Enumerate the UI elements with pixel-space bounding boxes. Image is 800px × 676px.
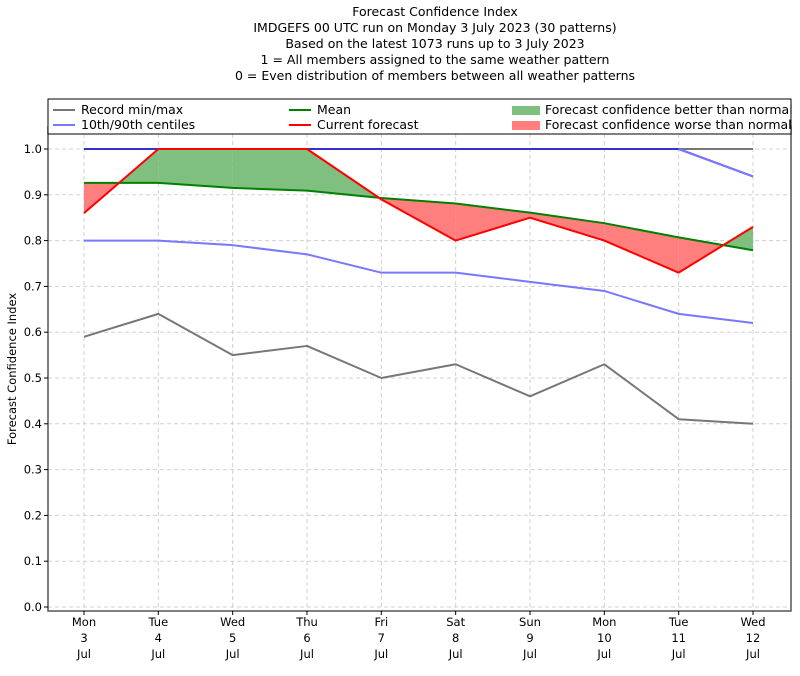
y-tick-label: 0.7 bbox=[24, 279, 42, 293]
series-mean bbox=[84, 181, 754, 252]
x-tick-label: Mon 10 Jul bbox=[592, 615, 616, 661]
legend: Record min/max 10th/90th centiles Mean C… bbox=[47, 98, 793, 135]
fill-worse bbox=[530, 212, 605, 241]
series-lines bbox=[83, 148, 754, 425]
fill-worse bbox=[604, 223, 679, 273]
y-tick-label: 1.0 bbox=[24, 142, 42, 156]
plot-frame bbox=[47, 126, 792, 612]
series-current-forecast bbox=[83, 148, 754, 274]
legend-swatch-better bbox=[512, 106, 540, 115]
series-10th-centile bbox=[84, 239, 754, 325]
fill-better bbox=[232, 149, 307, 191]
y-tick-label: 0.3 bbox=[24, 463, 42, 477]
title-line-4: 1 = All members assigned to the same wea… bbox=[260, 52, 610, 67]
fill-better bbox=[723, 226, 753, 251]
y-tick-label: 0.5 bbox=[24, 371, 42, 385]
confidence-fills bbox=[84, 149, 753, 273]
y-tick-label: 0.9 bbox=[24, 188, 42, 202]
y-axis-label: Forecast Confidence Index bbox=[5, 293, 19, 445]
chart-title: Forecast Confidence Index IMDGEFS 00 UTC… bbox=[0, 4, 800, 84]
legend-label-better: Forecast confidence better than normal bbox=[545, 102, 793, 117]
legend-label-worse: Forecast confidence worse than normal bbox=[545, 117, 792, 132]
legend-label-mean: Mean bbox=[317, 102, 351, 117]
fill-worse bbox=[678, 237, 724, 273]
x-tick-label: Tue 11 Jul bbox=[668, 615, 689, 661]
title-line-2: IMDGEFS 00 UTC run on Monday 3 July 2023… bbox=[253, 20, 617, 35]
y-tick-label: 0.6 bbox=[24, 325, 42, 339]
x-tick-label: Mon 3 Jul bbox=[72, 615, 96, 661]
y-tick-label: 0.2 bbox=[24, 508, 42, 522]
y-tick-label: 0.0 bbox=[24, 600, 42, 614]
legend-label-forecast: Current forecast bbox=[317, 117, 419, 132]
x-tick-label: Sat 8 Jul bbox=[446, 615, 465, 661]
series-record-min bbox=[83, 312, 754, 425]
x-tick-label: Tue 4 Jul bbox=[148, 615, 169, 661]
legend-box bbox=[47, 98, 792, 135]
legend-swatch-worse bbox=[512, 121, 540, 130]
title-line-5: 0 = Even distribution of members between… bbox=[234, 68, 636, 83]
x-tick-label: Thu 6 Jul bbox=[295, 615, 318, 661]
fill-worse bbox=[455, 203, 530, 241]
grid bbox=[48, 127, 791, 611]
x-axis: Mon 3 Jul Tue 4 Jul Wed 5 Jul Thu 6 Jul Fri 7 Jul Sat 8 J… bbox=[72, 611, 766, 661]
y-tick-label: 0.8 bbox=[24, 234, 42, 248]
title-line-1: Forecast Confidence Index bbox=[352, 4, 518, 19]
y-tick-label: 0.4 bbox=[24, 417, 42, 431]
series-90th-centile-tail bbox=[678, 148, 754, 178]
y-axis: 0.0 0.1 0.2 0.3 0.4 0.5 0.6 0.7 0.8 0.9 1.0 bbox=[24, 142, 48, 614]
legend-label-centiles: 10th/90th centiles bbox=[81, 117, 195, 132]
title-line-3: Based on the latest 1073 runs up to 3 Ju… bbox=[285, 36, 585, 51]
legend-label-record: Record min/max bbox=[81, 102, 183, 117]
y-tick-label: 0.1 bbox=[24, 554, 42, 568]
x-tick-label: Wed 12 Jul bbox=[740, 615, 765, 661]
x-tick-label: Fri 7 Jul bbox=[373, 615, 388, 661]
x-tick-label: Wed 5 Jul bbox=[220, 615, 245, 661]
x-tick-label: Sun 9 Jul bbox=[519, 615, 541, 661]
fill-better bbox=[158, 149, 233, 188]
